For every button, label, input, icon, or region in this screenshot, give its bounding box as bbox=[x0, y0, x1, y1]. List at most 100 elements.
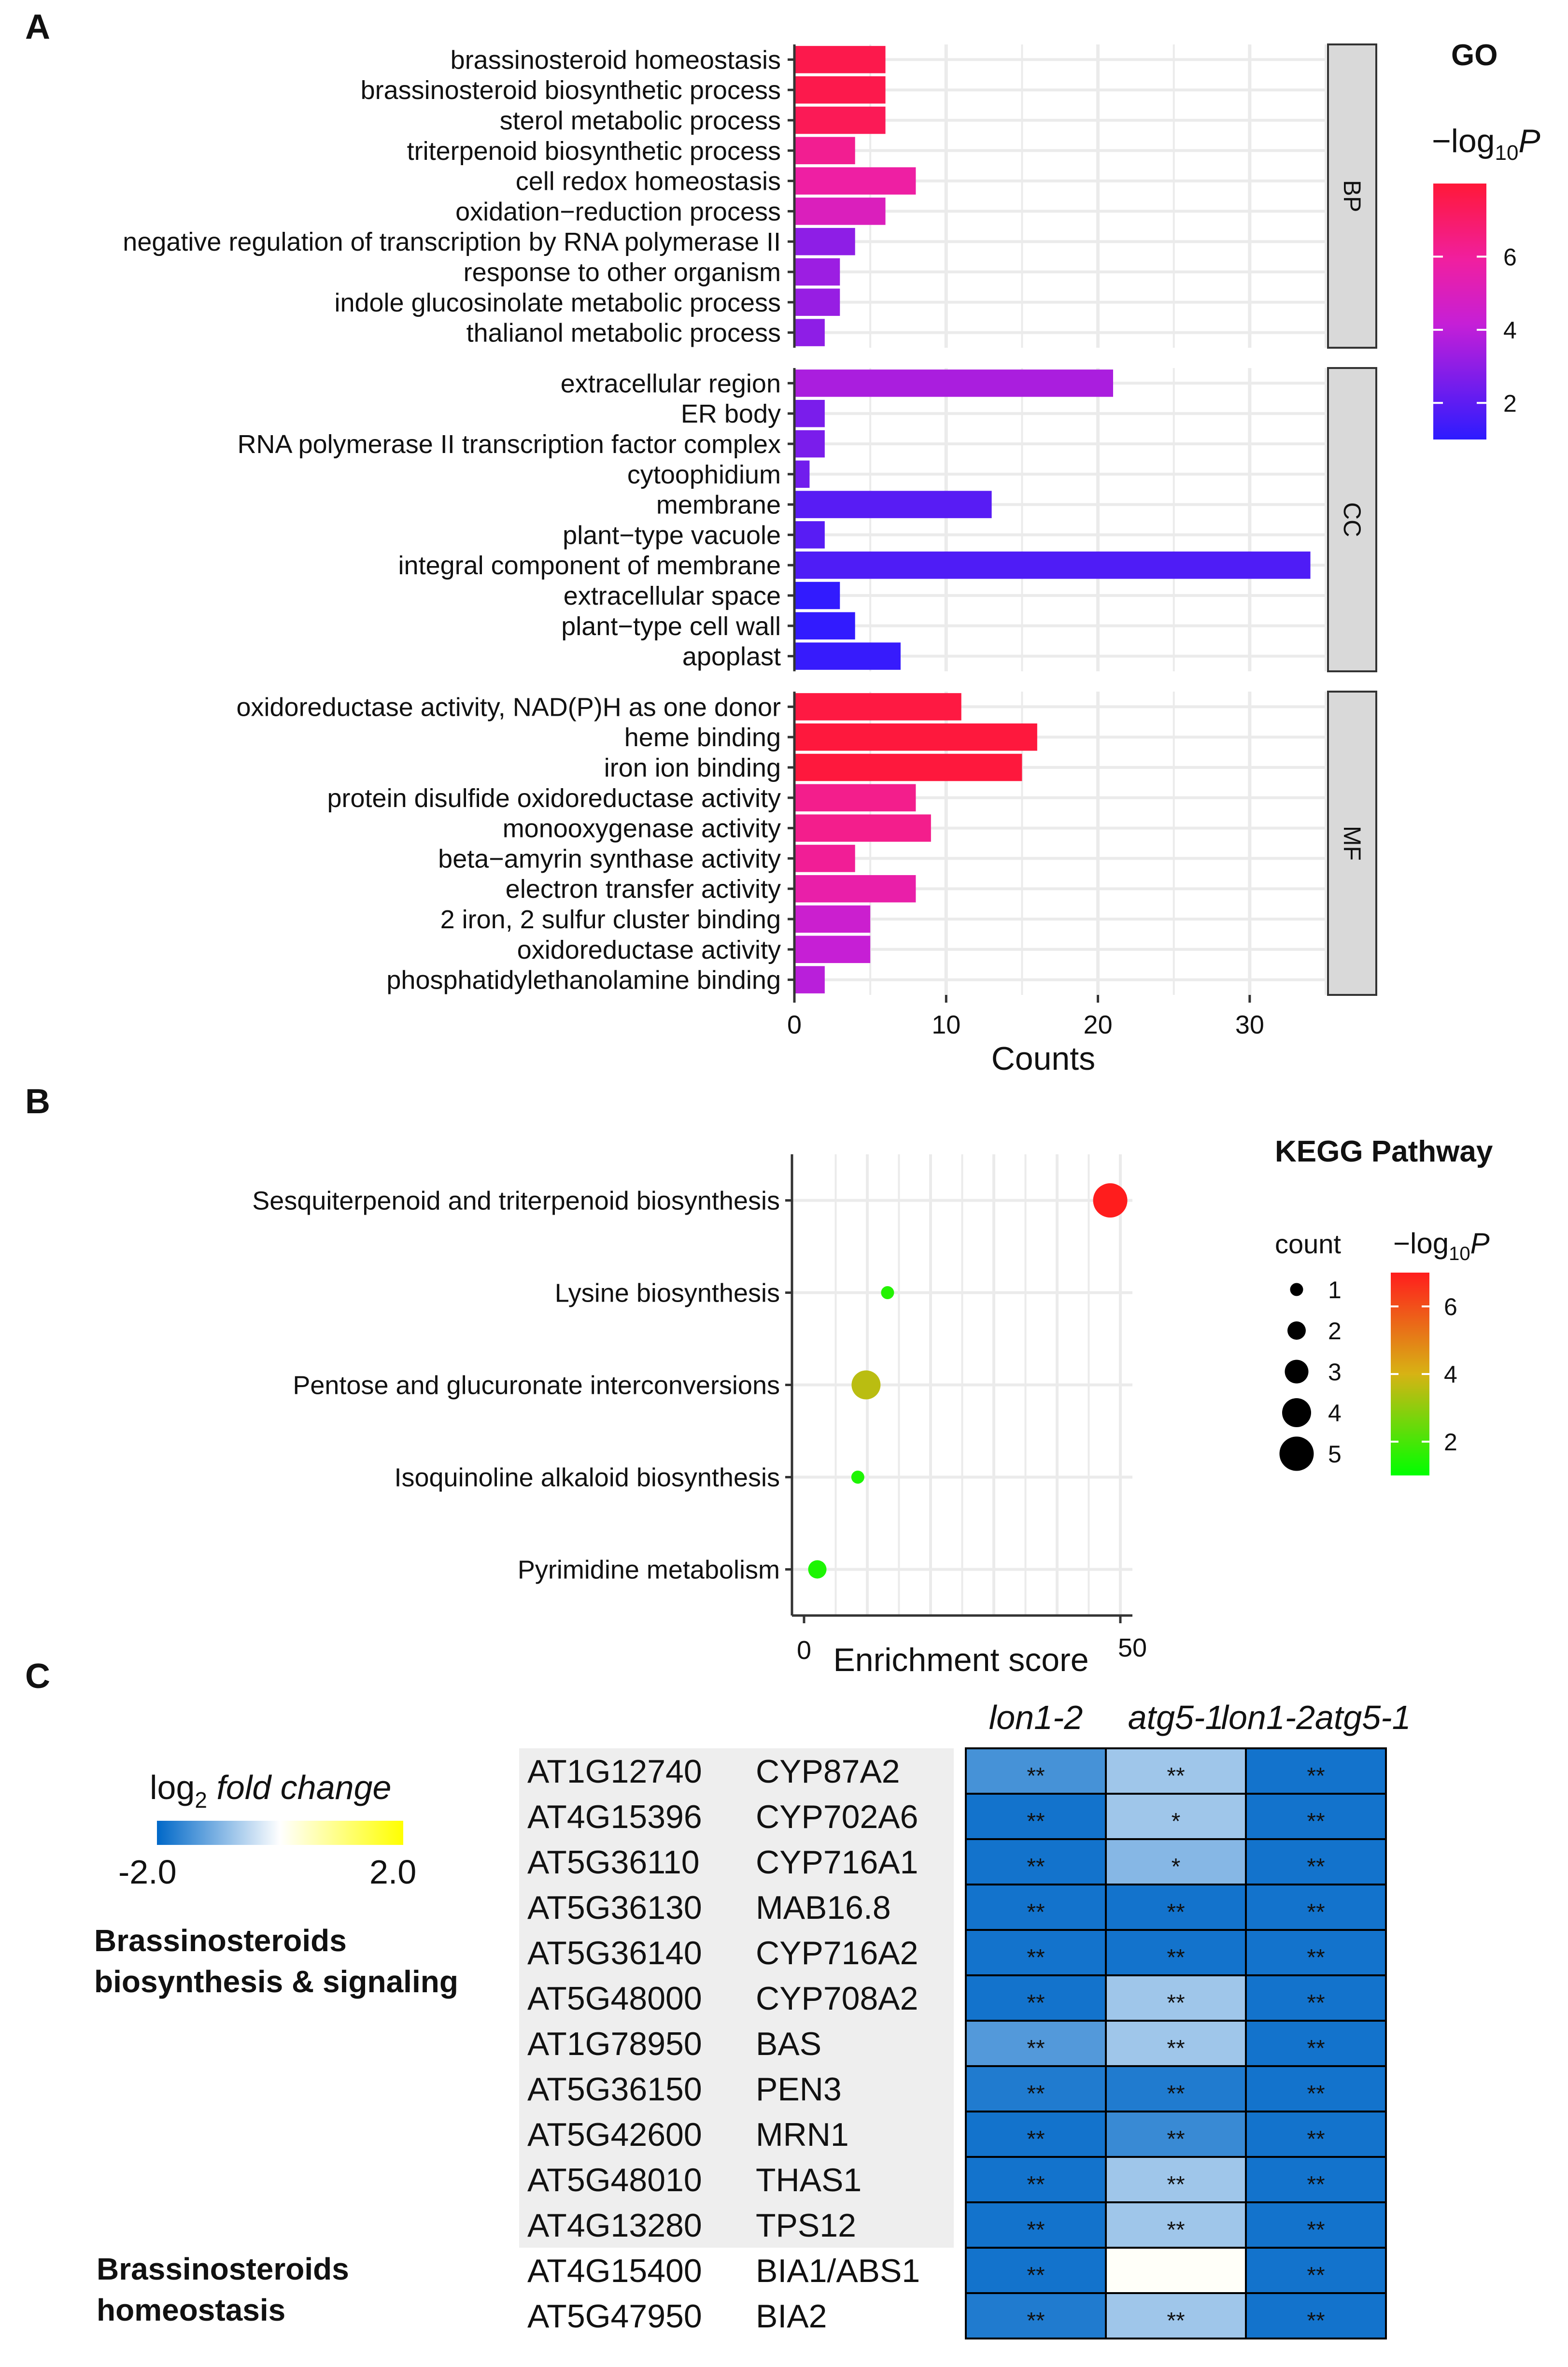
go-category-label: RNA polymerase II transcription factor c… bbox=[238, 430, 781, 459]
go-facet-label: MF bbox=[1339, 826, 1366, 861]
heatmap-cell bbox=[1105, 2065, 1247, 2112]
go-bar bbox=[794, 642, 901, 670]
heatmap-cell bbox=[1105, 2156, 1247, 2203]
go-category-label: thalianol metabolic process bbox=[466, 319, 781, 348]
heatmap-significance: ** bbox=[1307, 2263, 1325, 2288]
kegg-x-tick-label: 0 bbox=[797, 1636, 811, 1665]
heatmap-significance: ** bbox=[1027, 1763, 1045, 1789]
heatmap-cell bbox=[1105, 1793, 1247, 1840]
go-facet-strip bbox=[1327, 691, 1377, 996]
go-category-label: beta−amyrin synthase activity bbox=[438, 844, 781, 873]
heatmap-cell bbox=[965, 2020, 1107, 2067]
go-x-tick-label: 10 bbox=[932, 1010, 961, 1039]
heatmap-cell bbox=[965, 2065, 1107, 2112]
go-category-label: protein disulfide oxidoreductase activit… bbox=[327, 784, 781, 813]
heatmap-row-gene: CYP702A6 bbox=[756, 1799, 918, 1835]
go-category-label: sterol metabolic process bbox=[500, 106, 781, 135]
heatmap-row-gene: CYP716A1 bbox=[756, 1844, 918, 1881]
go-category-label: triterpenoid biosynthetic process bbox=[407, 137, 781, 166]
heatmap-significance: ** bbox=[1027, 2081, 1045, 2107]
heatmap-cell bbox=[965, 2292, 1107, 2339]
go-bar bbox=[794, 875, 916, 903]
panel-label-b: B bbox=[25, 1082, 50, 1121]
heatmap-column-header: lon1-2atg5-1 bbox=[1221, 1699, 1411, 1736]
kegg-size-legend: 1 2 3 4 5 bbox=[1279, 1276, 1342, 1471]
kegg-size-key-label: 1 bbox=[1328, 1276, 1342, 1304]
heatmap-row-gene: CYP708A2 bbox=[756, 1980, 918, 2017]
heatmap-scale-min: -2.0 bbox=[118, 1853, 177, 1891]
go-color-bar bbox=[1433, 184, 1486, 439]
go-legend-tick-label: 2 bbox=[1503, 390, 1517, 417]
go-bar bbox=[794, 845, 855, 872]
heatmap-significance: ** bbox=[1167, 2126, 1185, 2152]
go-category-label: oxidation−reduction process bbox=[455, 197, 781, 226]
heatmap-row-gene: MRN1 bbox=[756, 2116, 849, 2153]
kegg-point bbox=[851, 1471, 864, 1484]
kegg-category-label: Isoquinoline alkaloid biosynthesis bbox=[394, 1463, 780, 1492]
heatmap-cell bbox=[1245, 1974, 1387, 2022]
heatmap-significance: ** bbox=[1307, 2036, 1325, 2061]
go-bar bbox=[794, 369, 1113, 397]
heatmap-significance: * bbox=[1172, 1809, 1181, 1834]
kegg-legend-title: KEGG Pathway bbox=[1275, 1135, 1493, 1168]
heatmap-row-gene: MAB16.8 bbox=[756, 1889, 891, 1926]
heatmap-cell bbox=[1245, 2292, 1387, 2339]
go-facet-label: BP bbox=[1339, 180, 1366, 213]
heatmap-significance: ** bbox=[1307, 2172, 1325, 2197]
go-bar bbox=[794, 76, 886, 104]
heatmap-cell bbox=[965, 2156, 1107, 2203]
panel-label-c: C bbox=[25, 1657, 50, 1696]
kegg-category-label: Pentose and glucuronate interconversions bbox=[293, 1371, 780, 1400]
kegg-x-tick-label: 50 bbox=[1118, 1633, 1147, 1662]
heatmap-significance: * bbox=[1172, 1854, 1181, 1880]
heatmap-row-gene: CYP87A2 bbox=[756, 1753, 900, 1790]
kegg-size-key-label: 4 bbox=[1328, 1400, 1342, 1427]
kegg-category-label: Sesquiterpenoid and triterpenoid biosynt… bbox=[252, 1187, 780, 1216]
heatmap-cell bbox=[1105, 2247, 1247, 2294]
go-category-label: brassinosteroid biosynthetic process bbox=[361, 76, 781, 105]
kegg-dot-chart: Sesquiterpenoid and triterpenoid biosynt… bbox=[252, 1154, 1147, 1678]
go-category-label: integral component of membrane bbox=[398, 551, 781, 580]
heatmap-significance: ** bbox=[1307, 2081, 1325, 2107]
go-bar bbox=[794, 167, 916, 195]
go-color-ticks: 2 4 6 bbox=[1433, 243, 1517, 417]
heatmap-significance: ** bbox=[1167, 1945, 1185, 1970]
heatmap-cell bbox=[1105, 2111, 1247, 2158]
kegg-scale-title: −log10P bbox=[1393, 1227, 1490, 1264]
go-bar-chart: brassinosteroid homeostasisbrassinostero… bbox=[123, 43, 1377, 1077]
go-bar bbox=[794, 137, 855, 165]
heatmap-row-gene: PEN3 bbox=[756, 2071, 842, 2108]
go-bar bbox=[794, 198, 886, 225]
go-bar bbox=[794, 784, 916, 812]
kegg-size-key bbox=[1287, 1321, 1306, 1340]
heatmap-significance: ** bbox=[1167, 2036, 1185, 2061]
go-category-label: plant−type cell wall bbox=[561, 612, 781, 641]
kegg-size-key bbox=[1279, 1436, 1314, 1471]
go-category-label: 2 iron, 2 sulfur cluster binding bbox=[440, 905, 781, 934]
heatmap-significance: ** bbox=[1027, 1945, 1045, 1970]
go-bar bbox=[794, 258, 840, 286]
go-category-label: extracellular region bbox=[561, 369, 781, 398]
go-bar bbox=[794, 430, 825, 458]
heatmap-row-id: AT5G36110 bbox=[527, 1844, 700, 1881]
group-2-line-2: homeostasis bbox=[97, 2293, 285, 2327]
go-bar bbox=[794, 399, 825, 427]
kegg-category-label: Lysine biosynthesis bbox=[555, 1279, 780, 1308]
kegg-color-ticks: 2 4 6 bbox=[1391, 1293, 1457, 1456]
heatmap-significance: ** bbox=[1307, 1809, 1325, 1834]
heatmap-significance: ** bbox=[1307, 1854, 1325, 1880]
heatmap-significance: ** bbox=[1027, 2036, 1045, 2061]
heatmap-significance: ** bbox=[1027, 1809, 1045, 1834]
kegg-point bbox=[851, 1370, 881, 1400]
heatmap-group-2-label: Brassinosteroids homeostasis bbox=[97, 2252, 349, 2327]
heatmap-row-gene: TPS12 bbox=[756, 2207, 856, 2244]
go-x-tick-label: 0 bbox=[787, 1010, 802, 1039]
kegg-size-key-label: 5 bbox=[1328, 1441, 1342, 1468]
go-bar bbox=[794, 581, 840, 609]
go-category-label: heme binding bbox=[624, 723, 781, 752]
heatmap-row-id: AT5G48000 bbox=[527, 1980, 702, 2017]
heatmap-row-id: AT4G15396 bbox=[527, 1799, 702, 1835]
heatmap-cell bbox=[1245, 2247, 1387, 2294]
heatmap-significance: ** bbox=[1307, 1763, 1325, 1789]
